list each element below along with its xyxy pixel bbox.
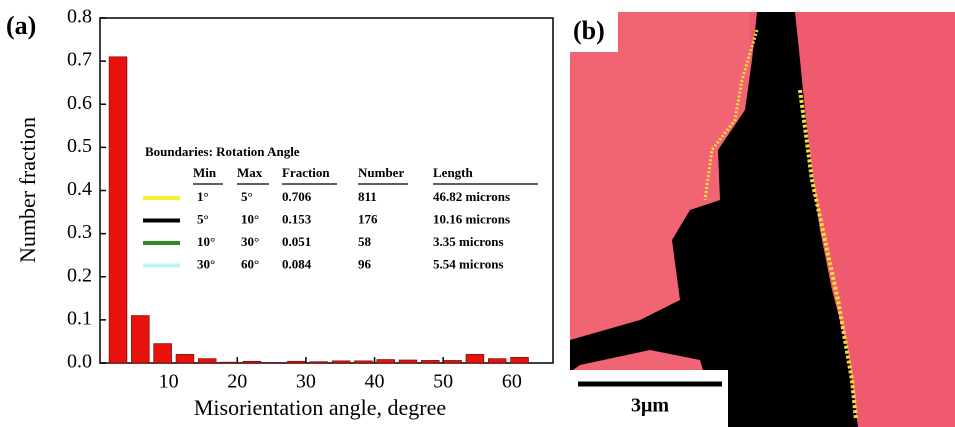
x-tick-label: 40 bbox=[365, 371, 385, 393]
bar bbox=[354, 360, 373, 364]
legend-cell: 30° bbox=[197, 256, 215, 271]
x-axis-label: Misorientation angle, degree bbox=[194, 395, 446, 420]
legend-cell: 0.051 bbox=[282, 234, 311, 249]
panel-b: 3μm (b) bbox=[570, 12, 955, 427]
map-boundary bbox=[703, 29, 759, 201]
legend-cell: 176 bbox=[358, 211, 378, 226]
legend-cell: 3.35 microns bbox=[433, 234, 504, 249]
legend-header: Number bbox=[358, 165, 404, 180]
y-tick-label: 0.1 bbox=[67, 307, 92, 329]
legend-header: Length bbox=[433, 165, 474, 180]
legend-cell: 0.153 bbox=[282, 211, 312, 226]
y-tick-label: 0.5 bbox=[67, 135, 92, 157]
legend-cell: 5.54 microns bbox=[433, 256, 504, 271]
x-tick-label: 10 bbox=[159, 371, 179, 393]
y-tick-label: 0.6 bbox=[67, 92, 92, 114]
x-tick-label: 30 bbox=[296, 371, 316, 393]
legend-cell: 30° bbox=[241, 234, 259, 249]
x-tick-label: 50 bbox=[433, 371, 453, 393]
legend-cell: 0.706 bbox=[282, 189, 312, 204]
legend-header: Fraction bbox=[282, 165, 330, 180]
legend-cell: 5° bbox=[241, 189, 253, 204]
bar bbox=[331, 360, 351, 364]
bar bbox=[198, 358, 217, 364]
legend-cell: 10° bbox=[241, 211, 259, 226]
panel-label: (a) bbox=[6, 11, 36, 40]
legend-cell: 1° bbox=[197, 189, 209, 204]
legend-header: Min bbox=[193, 165, 217, 180]
y-tick-label: 0.4 bbox=[67, 178, 92, 200]
legend-cell: 60° bbox=[241, 256, 259, 271]
bar bbox=[443, 360, 462, 364]
y-tick-label: 0.8 bbox=[67, 6, 92, 28]
legend-cell: 10° bbox=[197, 234, 215, 249]
panel-label-box bbox=[570, 12, 618, 52]
map-grain bbox=[570, 12, 858, 427]
bar bbox=[398, 359, 418, 364]
panel-label: (b) bbox=[573, 16, 605, 45]
y-tick-label: 0.7 bbox=[67, 49, 92, 71]
y-tick-label: 0.0 bbox=[67, 351, 92, 373]
y-axis-label: Number fraction bbox=[15, 117, 40, 263]
bar bbox=[287, 360, 306, 364]
legend-cell: 96 bbox=[358, 256, 372, 271]
x-tick-label: 60 bbox=[502, 371, 522, 393]
y-tick-label: 0.2 bbox=[67, 264, 92, 286]
legend-header: Max bbox=[237, 165, 263, 180]
bar bbox=[220, 361, 239, 364]
bar bbox=[153, 343, 172, 364]
bar bbox=[465, 354, 485, 364]
bar bbox=[510, 357, 529, 364]
bar bbox=[421, 360, 440, 364]
bar bbox=[108, 56, 128, 364]
legend-cell: 5° bbox=[197, 211, 209, 226]
legend-title: Boundaries: Rotation Angle bbox=[145, 144, 300, 159]
y-tick-label: 0.3 bbox=[67, 221, 92, 243]
bar bbox=[175, 354, 195, 364]
legend-cell: 58 bbox=[358, 234, 372, 249]
legend-cell: 0.084 bbox=[282, 256, 312, 271]
bar bbox=[376, 359, 395, 364]
map-boundary bbox=[798, 89, 858, 421]
bar bbox=[309, 361, 329, 364]
scale-bar-box bbox=[570, 370, 728, 427]
bar bbox=[488, 358, 507, 364]
scale-bar-label: 3μm bbox=[631, 395, 669, 417]
legend-cell: 811 bbox=[358, 189, 377, 204]
x-tick-label: 20 bbox=[227, 371, 247, 393]
bar bbox=[242, 360, 262, 364]
bar bbox=[131, 315, 150, 364]
legend-cell: 10.16 microns bbox=[433, 211, 510, 226]
legend-cell: 46.82 microns bbox=[433, 189, 510, 204]
